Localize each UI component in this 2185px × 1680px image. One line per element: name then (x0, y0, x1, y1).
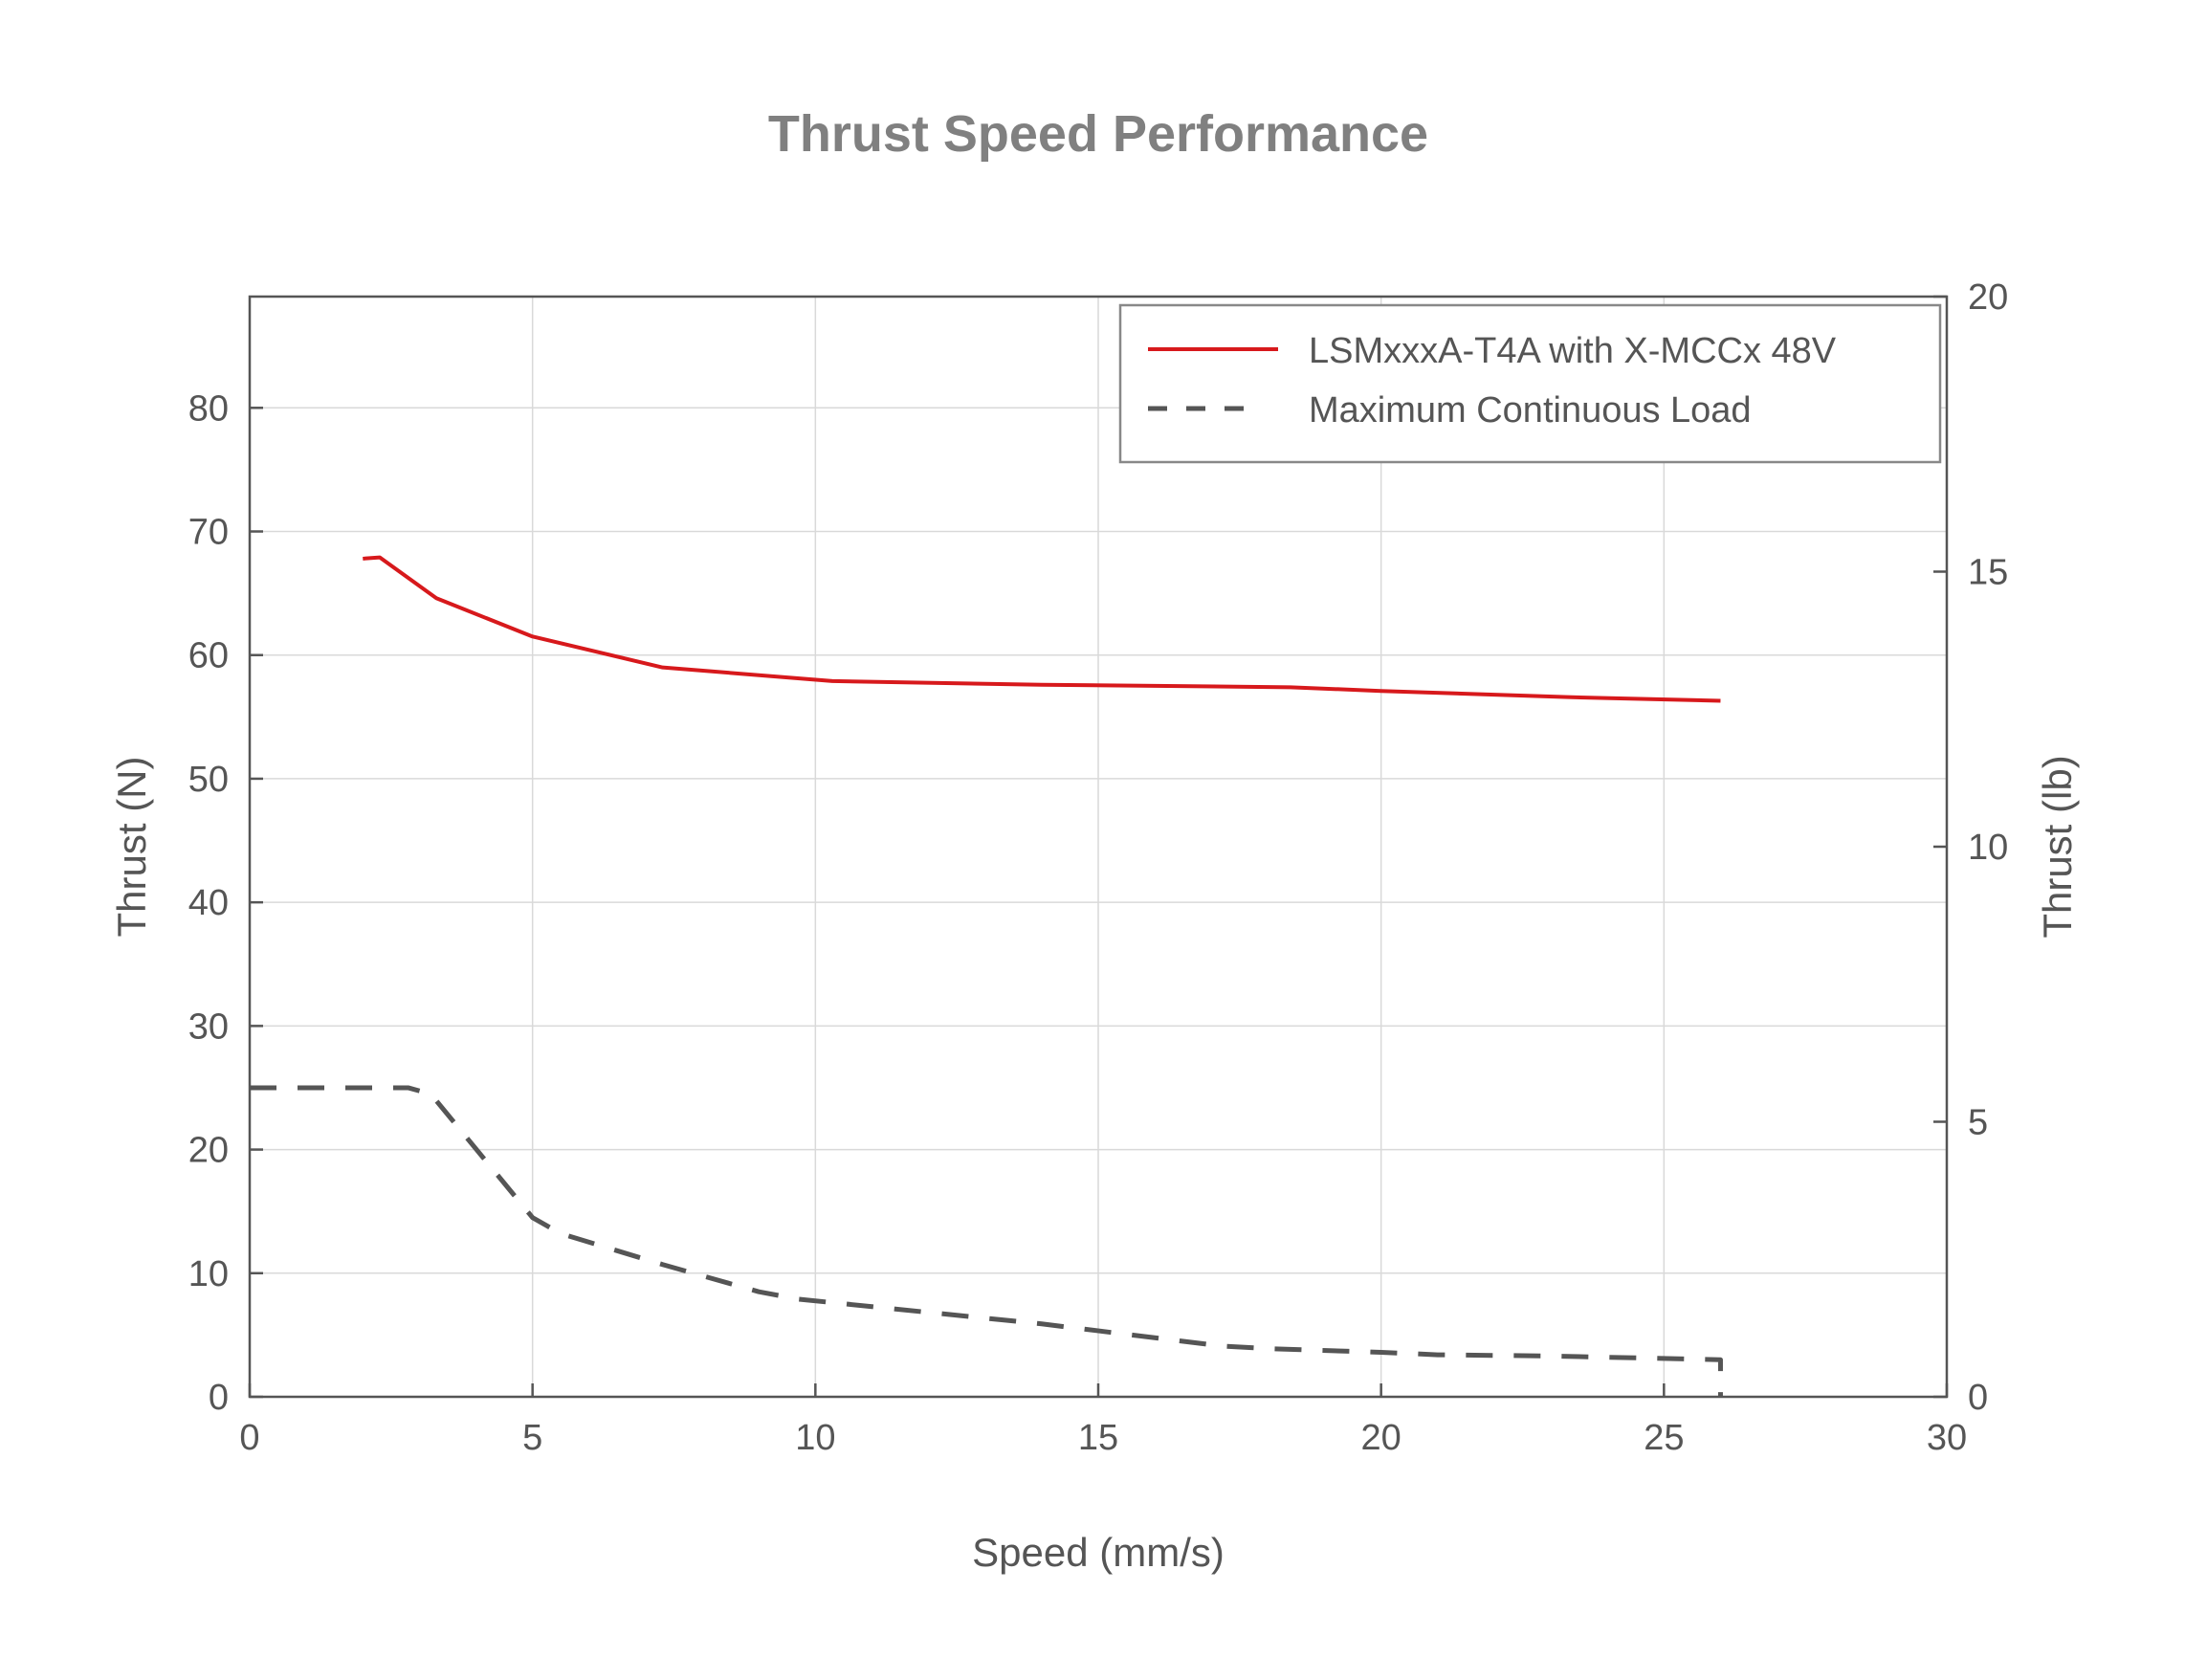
y-tick-label: 30 (188, 1006, 229, 1047)
series-group (250, 555, 1723, 1397)
y-tick-label: 10 (188, 1254, 229, 1294)
x-tick-label: 20 (1361, 1418, 1401, 1458)
series-line-0 (363, 555, 1721, 703)
y-tick-label: 70 (188, 513, 229, 553)
grid (249, 297, 1948, 1398)
x-tick-label: 25 (1644, 1418, 1684, 1458)
x-tick-label: 5 (522, 1418, 542, 1458)
y-right-tick-label: 15 (1968, 553, 2008, 593)
x-tick-label: 15 (1078, 1418, 1118, 1458)
chart-title: Thrust Speed Performance (768, 105, 1428, 163)
x-axis-label: Speed (mm/s) (972, 1530, 1225, 1575)
y-right-tick-label: 5 (1968, 1103, 1988, 1143)
y-tick-label: 50 (188, 760, 229, 800)
y-tick-label: 60 (188, 636, 229, 676)
y-axis-right-label: Thrust (lb) (2035, 755, 2080, 938)
y-right-tick-label: 20 (1968, 277, 2008, 318)
y-tick-label: 20 (188, 1131, 229, 1171)
x-tick-label: 0 (239, 1418, 259, 1458)
legend-label-0: LSMxxxA-T4A with X-MCCx 48V (1309, 331, 1837, 371)
y-tick-label: 80 (188, 388, 229, 429)
legend-box (1118, 303, 1942, 464)
x-tick-label: 30 (1927, 1418, 1967, 1458)
legend-label-1: Maximum Continuous Load (1309, 390, 1752, 431)
legend: LSMxxxA-T4A with X-MCCx 48V Maximum Cont… (1118, 303, 1942, 464)
y-right-tick-label: 0 (1968, 1378, 1988, 1418)
y-tick-label: 0 (209, 1378, 229, 1418)
y-tick-label: 40 (188, 883, 229, 923)
y-right-tick-label: 10 (1968, 828, 2008, 868)
x-tick-label: 10 (795, 1418, 835, 1458)
y-axis-label: Thrust (N) (109, 757, 154, 938)
series-line-1 (250, 1085, 1723, 1397)
